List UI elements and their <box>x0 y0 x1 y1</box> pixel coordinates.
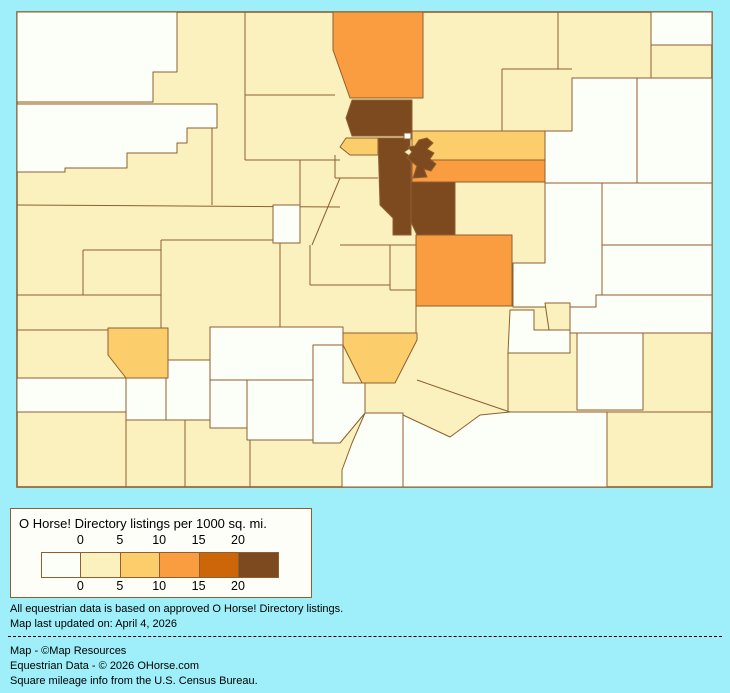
county-san-juan <box>125 377 167 421</box>
legend-tick-top-10-2: 10 <box>152 533 167 547</box>
legend-tick-bottom-5-1: 5 <box>116 579 124 593</box>
legend-tick-top-15-3: 15 <box>191 533 206 547</box>
legend-swatch-0-5 <box>81 553 121 577</box>
county-crowley <box>507 309 571 354</box>
county-alamosa <box>312 344 366 444</box>
county-gilpin <box>339 137 379 156</box>
colorado-choropleth-map <box>16 11 713 488</box>
county-rio-blanco <box>16 103 218 173</box>
legend-swatch-10-15 <box>160 553 200 577</box>
legend-tick-bottom-20-4: 20 <box>231 579 245 593</box>
county-bent <box>576 332 644 411</box>
legend-ticks-top: 0 5 10 15 20 <box>11 533 311 547</box>
county-dolores <box>16 377 127 413</box>
legend-tick-bottom-15-3: 15 <box>191 579 206 593</box>
legend-tick-top-20-4: 20 <box>231 533 245 547</box>
county-larimer <box>332 11 424 99</box>
county-kit-carson <box>601 182 713 246</box>
colorado-map-svg <box>16 11 713 488</box>
county-lake <box>272 204 301 244</box>
county-douglas <box>410 181 456 236</box>
county-yuma <box>636 77 713 184</box>
county-boulder <box>345 99 413 137</box>
credit-equestrian-data: Equestrian Data - © 2026 OHorse.com <box>10 660 200 672</box>
legend-swatch-15-20 <box>199 553 239 577</box>
legend-tick-bottom-0-0: 0 <box>76 579 84 593</box>
county-hinsdale <box>165 359 211 421</box>
dashed-separator-line <box>8 636 722 637</box>
county-cheyenne <box>601 244 713 296</box>
legend-swatch-0 <box>42 553 82 577</box>
credit-map-resources: Map - ©Map Resources <box>10 645 127 657</box>
legend-tick-top-5-1: 5 <box>116 533 124 547</box>
legend-title: O Horse! Directory listings per 1000 sq.… <box>19 516 267 531</box>
county-ouray <box>107 327 169 379</box>
legend-swatch-5-10 <box>120 553 161 577</box>
county-sedgwick <box>650 11 713 46</box>
county-moffat <box>16 11 178 103</box>
county-denver <box>406 137 437 179</box>
footnote-data-source: All equestrian data is based on approved… <box>10 603 344 615</box>
county-el-paso <box>415 234 513 307</box>
county-border-line-22 <box>416 379 461 396</box>
county-las-animas <box>402 411 608 488</box>
county-lincoln <box>512 182 603 308</box>
county-mineral <box>209 379 248 429</box>
legend-swatch-20+ <box>239 553 279 577</box>
legend: O Horse! Directory listings per 1000 sq.… <box>10 508 312 598</box>
county-rio-grande <box>246 379 314 441</box>
county-broomfield <box>403 132 412 140</box>
county-border-line-23 <box>459 394 511 413</box>
legend-color-ramp <box>41 552 280 578</box>
legend-ticks-bottom: 0 5 10 15 20 <box>11 579 311 593</box>
county-kiowa-west-panhandle <box>544 302 571 331</box>
county-border-line-14 <box>311 177 341 246</box>
legend-tick-top-0-0: 0 <box>76 533 84 547</box>
county-custer <box>342 332 418 384</box>
legend-tick-bottom-10-2: 10 <box>152 579 167 593</box>
county-arapahoe <box>411 159 546 183</box>
footnote-last-updated: Map last updated on: April 4, 2026 <box>10 618 177 630</box>
county-costilla <box>341 412 404 488</box>
credit-census-bureau: Square mileage info from the U.S. Census… <box>10 675 258 687</box>
